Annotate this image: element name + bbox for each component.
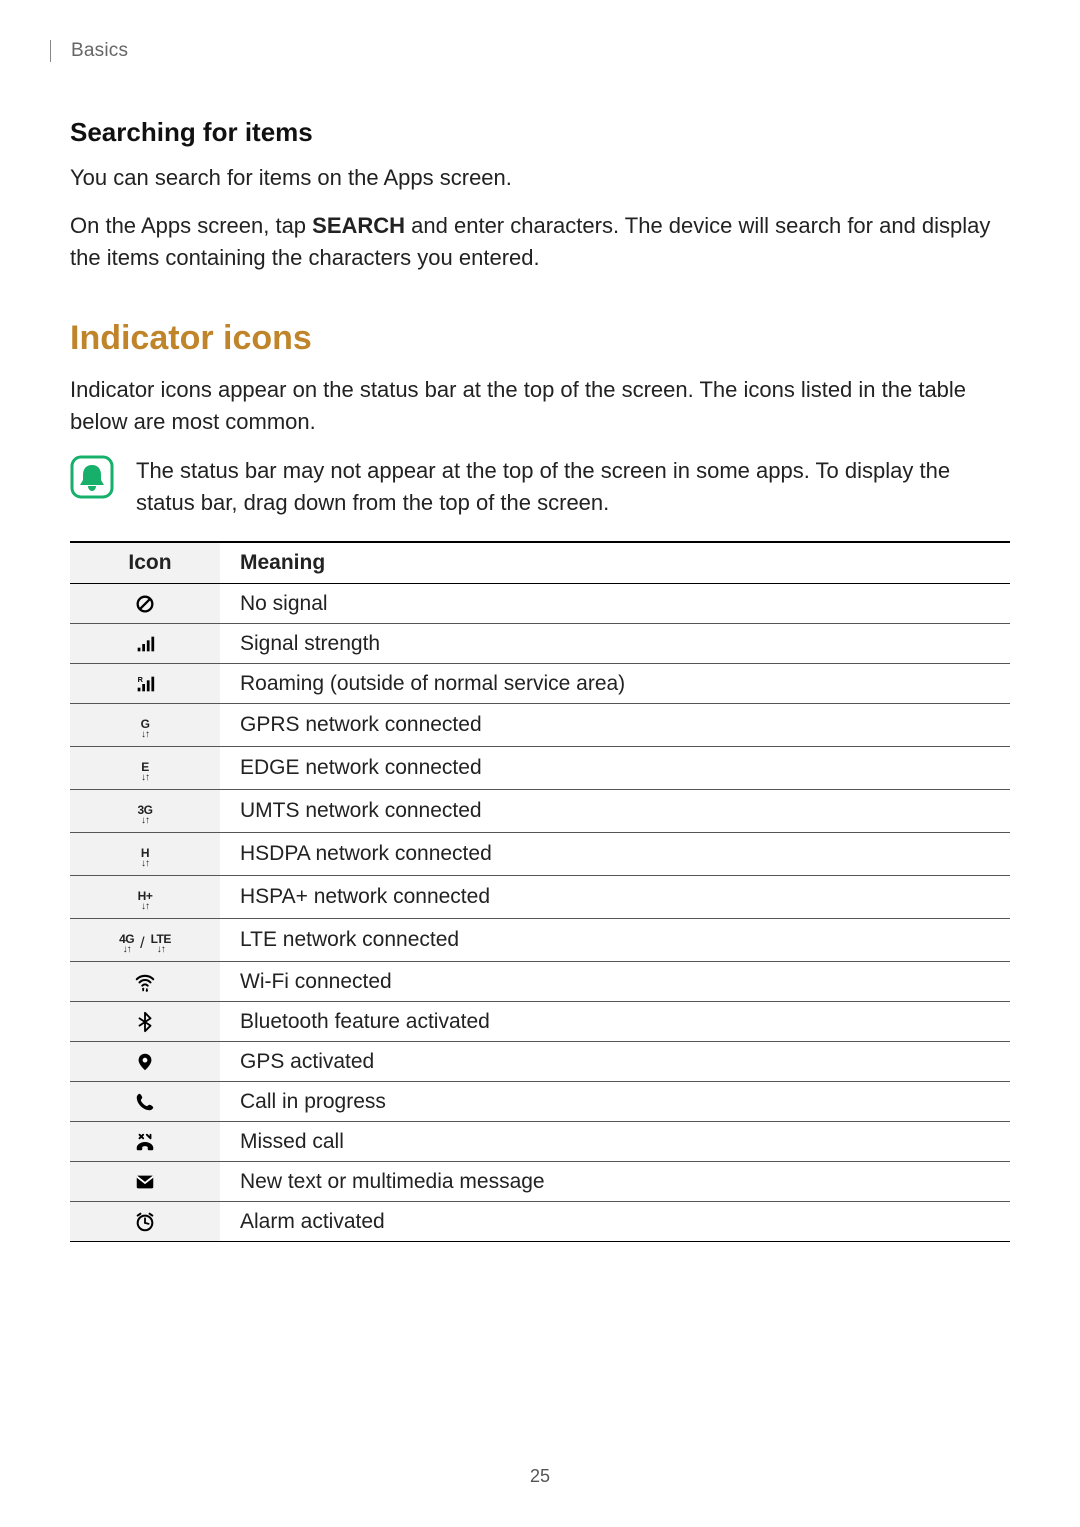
- icon-meaning: Alarm activated: [220, 1202, 1010, 1242]
- net-icon: E↓↑: [70, 747, 220, 790]
- note-text: The status bar may not appear at the top…: [136, 455, 1010, 519]
- icon-meaning: UMTS network connected: [220, 790, 1010, 833]
- call-icon: [70, 1082, 220, 1122]
- paragraph-search-intro: You can search for items on the Apps scr…: [70, 162, 1010, 194]
- breadcrumb: Basics: [71, 40, 1010, 62]
- manual-page: Basics Searching for items You can searc…: [0, 0, 1080, 1527]
- table-row: R Roaming (outside of normal service area…: [70, 664, 1010, 704]
- table-row: H↓↑HSDPA network connected: [70, 833, 1010, 876]
- table-row: E↓↑EDGE network connected: [70, 747, 1010, 790]
- message-icon: [70, 1162, 220, 1202]
- table-row: Call in progress: [70, 1082, 1010, 1122]
- icon-meaning: GPRS network connected: [220, 704, 1010, 747]
- alarm-icon: [70, 1202, 220, 1242]
- no-signal-icon: [70, 584, 220, 624]
- missed-call-icon: [70, 1122, 220, 1162]
- search-keyword: SEARCH: [312, 213, 405, 238]
- table-row: Missed call: [70, 1122, 1010, 1162]
- table-row: Bluetooth feature activated: [70, 1002, 1010, 1042]
- section-heading-indicator-icons: Indicator icons: [70, 319, 1010, 358]
- icon-meaning: GPS activated: [220, 1042, 1010, 1082]
- text-fragment: On the Apps screen, tap: [70, 213, 312, 238]
- icon-meaning: New text or multimedia message: [220, 1162, 1010, 1202]
- table-row: Alarm activated: [70, 1202, 1010, 1242]
- table-row: Signal strength: [70, 624, 1010, 664]
- net-dual-icon: 4G↓↑/LTE↓↑: [70, 919, 220, 962]
- page-number: 25: [0, 1466, 1080, 1487]
- paragraph-indicator-intro: Indicator icons appear on the status bar…: [70, 374, 1010, 438]
- net-icon: H+↓↑: [70, 876, 220, 919]
- icon-meaning: No signal: [220, 584, 1010, 624]
- table-header-meaning: Meaning: [220, 542, 1010, 584]
- signal-icon: [70, 624, 220, 664]
- paragraph-search-instructions: On the Apps screen, tap SEARCH and enter…: [70, 210, 1010, 274]
- net-icon: G↓↑: [70, 704, 220, 747]
- table-row: No signal: [70, 584, 1010, 624]
- breadcrumb-region: Basics: [50, 40, 1010, 62]
- subheading-searching: Searching for items: [70, 117, 1010, 148]
- icon-meaning: Missed call: [220, 1122, 1010, 1162]
- icon-meaning: Call in progress: [220, 1082, 1010, 1122]
- net-icon: H↓↑: [70, 833, 220, 876]
- svg-text:R: R: [138, 675, 144, 684]
- table-row: New text or multimedia message: [70, 1162, 1010, 1202]
- table-header-icon: Icon: [70, 542, 220, 584]
- table-row: 3G↓↑UMTS network connected: [70, 790, 1010, 833]
- table-row: GPS activated: [70, 1042, 1010, 1082]
- table-header-row: Icon Meaning: [70, 542, 1010, 584]
- gps-icon: [70, 1042, 220, 1082]
- note-callout: The status bar may not appear at the top…: [70, 455, 1010, 519]
- indicator-icons-table: Icon Meaning No signalSignal strength R Ro…: [70, 541, 1010, 1242]
- wifi-icon: [70, 962, 220, 1002]
- net-icon: 3G↓↑: [70, 790, 220, 833]
- bluetooth-icon: [70, 1002, 220, 1042]
- note-icon: [70, 455, 114, 499]
- table-row: G↓↑GPRS network connected: [70, 704, 1010, 747]
- icon-meaning: Signal strength: [220, 624, 1010, 664]
- table-row: H+↓↑HSPA+ network connected: [70, 876, 1010, 919]
- table-row: 4G↓↑/LTE↓↑LTE network connected: [70, 919, 1010, 962]
- icon-meaning: Wi-Fi connected: [220, 962, 1010, 1002]
- icon-meaning: EDGE network connected: [220, 747, 1010, 790]
- icon-meaning: Roaming (outside of normal service area): [220, 664, 1010, 704]
- roaming-icon: R: [70, 664, 220, 704]
- icon-meaning: HSPA+ network connected: [220, 876, 1010, 919]
- icon-meaning: LTE network connected: [220, 919, 1010, 962]
- icon-meaning: Bluetooth feature activated: [220, 1002, 1010, 1042]
- table-row: Wi-Fi connected: [70, 962, 1010, 1002]
- icon-meaning: HSDPA network connected: [220, 833, 1010, 876]
